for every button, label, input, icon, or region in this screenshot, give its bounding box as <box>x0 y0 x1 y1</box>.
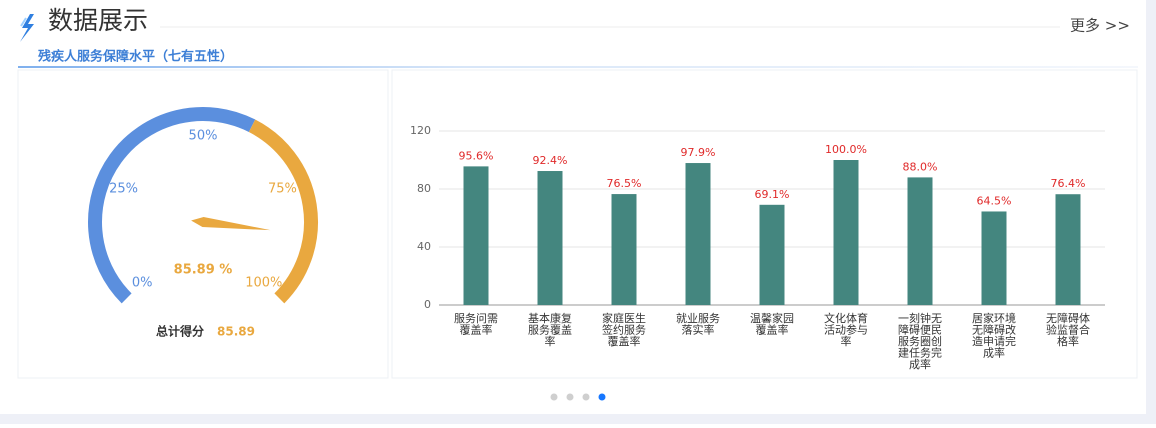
subtitle-underline <box>18 66 1138 68</box>
bar <box>685 163 711 305</box>
bottom-strip <box>0 414 1156 424</box>
x-tick-label: 无障碍体验监督合格率 <box>1046 311 1090 348</box>
subtitle: 残疾人服务保障水平（七有五性） <box>38 49 233 65</box>
bar-value-label: 88.0% <box>903 160 938 173</box>
gauge-tick-label: 0% <box>132 275 153 290</box>
bar-value-label: 100.0% <box>825 143 867 156</box>
y-tick-label: 0 <box>424 298 431 311</box>
total-value: 85.89 <box>217 325 255 339</box>
bar <box>537 171 563 305</box>
header-icon-shine <box>20 17 27 27</box>
x-tick-label: 家庭医生签约服务覆盖率 <box>602 311 646 348</box>
bar <box>907 177 933 305</box>
bar-value-label: 92.4% <box>533 154 568 167</box>
gauge-tick-label: 50% <box>189 129 218 144</box>
x-tick-label: 居家环境无障碍改造申请完成率 <box>972 311 1016 360</box>
bar <box>463 166 489 305</box>
page-dot[interactable] <box>582 393 590 401</box>
x-tick-label: 就业服务落实率 <box>676 311 720 337</box>
y-tick-label: 120 <box>410 124 431 137</box>
x-tick-label: 服务问需覆盖率 <box>454 312 498 337</box>
x-tick-label: 一刻钟无障碍便民服务圈创建任务完成率 <box>898 311 942 371</box>
bar <box>1055 194 1081 305</box>
x-tick-label: 基本康复服务覆盖率 <box>528 311 572 348</box>
x-tick-label: 温馨家园覆盖率 <box>750 311 794 337</box>
bar-value-label: 97.9% <box>681 146 716 159</box>
y-tick-label: 40 <box>417 240 431 253</box>
right-strip <box>1146 0 1156 424</box>
x-tick-label: 文化体育活动参与率 <box>824 311 868 348</box>
bar <box>833 160 859 305</box>
bar <box>611 194 637 305</box>
gauge-band <box>248 119 318 304</box>
gauge-tick-label: 75% <box>268 182 297 197</box>
more-link[interactable]: 更多 >> <box>1070 17 1130 35</box>
bar-value-label: 76.4% <box>1051 177 1086 190</box>
y-tick-label: 80 <box>417 182 431 195</box>
gauge-needle <box>191 217 271 231</box>
header-title: 数据展示 <box>48 6 148 35</box>
bar <box>981 211 1007 305</box>
gauge-band <box>88 107 256 304</box>
gauge-tick-label: 100% <box>245 275 282 290</box>
total-label: 总计得分 <box>156 324 204 339</box>
page-dot[interactable] <box>566 393 574 401</box>
bar-value-label: 76.5% <box>607 177 642 190</box>
page-dot-active[interactable] <box>598 393 606 401</box>
page-dot[interactable] <box>550 393 558 401</box>
bar-value-label: 64.5% <box>977 194 1012 207</box>
gauge-value-label: 85.89 % <box>174 263 233 278</box>
header-icon <box>20 14 34 42</box>
gauge-tick-label: 25% <box>109 182 138 197</box>
bar-value-label: 95.6% <box>459 149 494 162</box>
bar-value-label: 69.1% <box>755 188 790 201</box>
bar <box>759 204 785 305</box>
